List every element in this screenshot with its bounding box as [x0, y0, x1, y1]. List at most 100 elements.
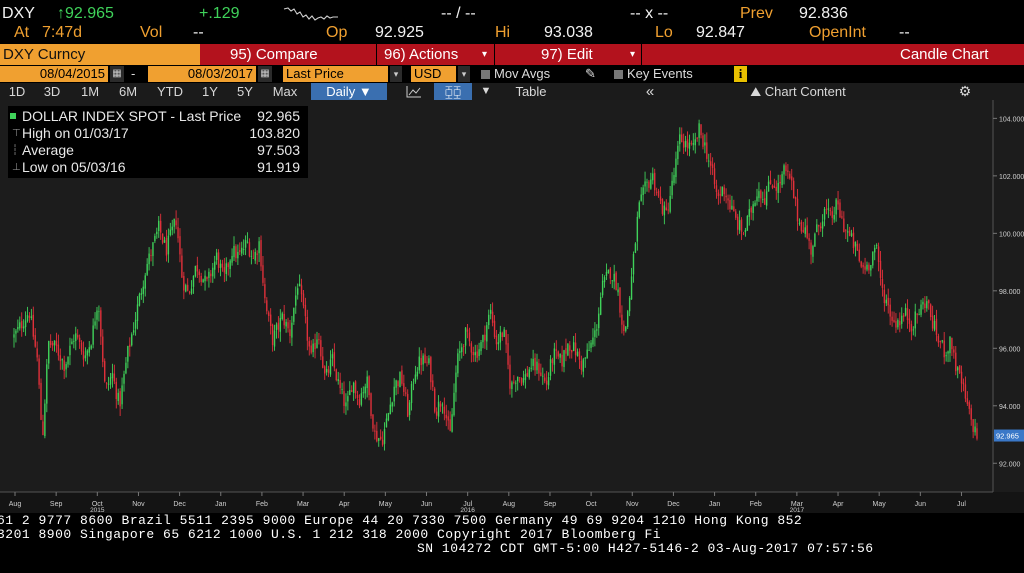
period-ytd[interactable]: YTD [157, 84, 183, 99]
currency-select[interactable]: USD [411, 66, 456, 82]
candle-body [536, 361, 538, 371]
candle-body [132, 330, 135, 333]
chevron-down-icon[interactable]: ▾ [458, 66, 470, 82]
x-tick-label: Jul [957, 501, 966, 508]
start-date-input[interactable]: 08/04/2015 [0, 66, 108, 82]
x-year-label: 2017 [790, 507, 805, 513]
candle-body [304, 304, 307, 317]
candle-body [374, 430, 376, 432]
candle-body [80, 342, 83, 352]
period-6m[interactable]: 6M [118, 84, 138, 99]
candle-body [437, 401, 440, 417]
period-3d[interactable]: 3D [43, 84, 61, 99]
candle-body [165, 237, 168, 256]
candle-body [756, 196, 758, 202]
pencil-icon[interactable]: ✎ [585, 66, 596, 81]
security-field[interactable]: DXY Curncy [0, 44, 200, 65]
candle-body [773, 185, 776, 188]
candle-body [88, 347, 90, 353]
candle-body [248, 242, 251, 257]
candle-body [113, 373, 116, 382]
calendar-icon[interactable]: ▦ [258, 66, 272, 82]
candle-body [233, 245, 235, 258]
candle-body [333, 352, 336, 368]
low-value: 91.919 [257, 159, 300, 175]
edit-dropdown-icon[interactable]: ▾ [630, 49, 636, 60]
candle-body [254, 251, 256, 261]
gear-icon[interactable]: ⚙ [958, 83, 972, 99]
candle-body [19, 322, 21, 329]
candle-body [955, 352, 957, 372]
candle-body [51, 342, 54, 346]
candle-body [40, 382, 42, 420]
period-1m[interactable]: 1M [80, 84, 100, 99]
candle-body [123, 373, 125, 384]
candle-body [71, 341, 73, 345]
candle-body [345, 402, 347, 407]
x-tick-label: Oct [586, 501, 597, 508]
candle-body [358, 399, 361, 406]
candle-body [933, 320, 936, 330]
candle-body [447, 416, 449, 421]
candle-body [462, 346, 465, 347]
time-value: 7:47d [42, 24, 83, 41]
candle-body [127, 346, 129, 362]
checkbox-icon [481, 70, 490, 80]
candle-body [214, 261, 216, 270]
candle-body [644, 181, 646, 187]
x-tick-label: Sep [544, 501, 557, 508]
candle-body [53, 340, 56, 346]
candle-body [48, 340, 50, 364]
chevron-down-icon[interactable]: ▼ [480, 85, 492, 97]
x-axis-background [0, 492, 1024, 513]
candle-body [947, 351, 949, 354]
candle-body [78, 337, 81, 343]
candle-body [316, 339, 318, 348]
edit-menu[interactable]: 97) Edit [541, 46, 593, 63]
candle-body [464, 327, 467, 346]
compare-button[interactable]: 95) Compare [230, 46, 318, 63]
candle-body [397, 381, 399, 387]
key-events-toggle[interactable]: Key Events [614, 66, 693, 82]
period-5y[interactable]: 5Y [237, 84, 253, 99]
line-chart-icon[interactable] [400, 83, 428, 100]
collapse-button[interactable]: « [645, 83, 655, 100]
period-1y[interactable]: 1Y [202, 84, 218, 99]
candle-body [740, 219, 743, 232]
candle-body [341, 389, 343, 390]
candle-body [646, 181, 648, 183]
end-date-input[interactable]: 08/03/2017 [148, 66, 256, 82]
up-arrow-icon: ↑ [57, 5, 65, 22]
sparkline-icon [283, 7, 338, 21]
candle-type-icon[interactable]: ⧮⧮ [434, 83, 472, 100]
x-tick-label: Apr [833, 501, 845, 508]
candle-body [592, 337, 594, 345]
candle-body [368, 376, 370, 396]
candle-body [310, 345, 312, 353]
candle-body [825, 208, 828, 210]
calendar-icon[interactable]: ▦ [110, 66, 124, 82]
candle-body [295, 295, 297, 306]
candle-body [24, 320, 27, 328]
candle-body [32, 314, 34, 337]
chevron-down-icon[interactable]: ▾ [390, 66, 402, 82]
candle-body [904, 307, 907, 316]
actions-dropdown-icon[interactable]: ▾ [482, 49, 488, 60]
candle-body [706, 142, 708, 159]
info-icon[interactable]: i [734, 66, 747, 82]
candle-body [505, 330, 507, 345]
actions-menu[interactable]: 96) Actions [384, 46, 459, 63]
candle-body [17, 326, 19, 330]
candle-body [713, 168, 716, 185]
candle-body [727, 198, 729, 201]
frequency-select[interactable]: Daily ▼ [311, 83, 387, 100]
period-1d[interactable]: 1D [8, 84, 26, 99]
chart-content-button[interactable]: ⛰ Chart Content [728, 83, 868, 100]
period-max[interactable]: Max [272, 84, 298, 99]
table-button[interactable]: Table [515, 84, 547, 99]
mov-avgs-toggle[interactable]: Mov Avgs [481, 66, 550, 82]
candle-body [924, 303, 926, 309]
field-select[interactable]: Last Price [283, 66, 388, 82]
candle-body [798, 222, 801, 224]
candle-body [549, 359, 552, 376]
